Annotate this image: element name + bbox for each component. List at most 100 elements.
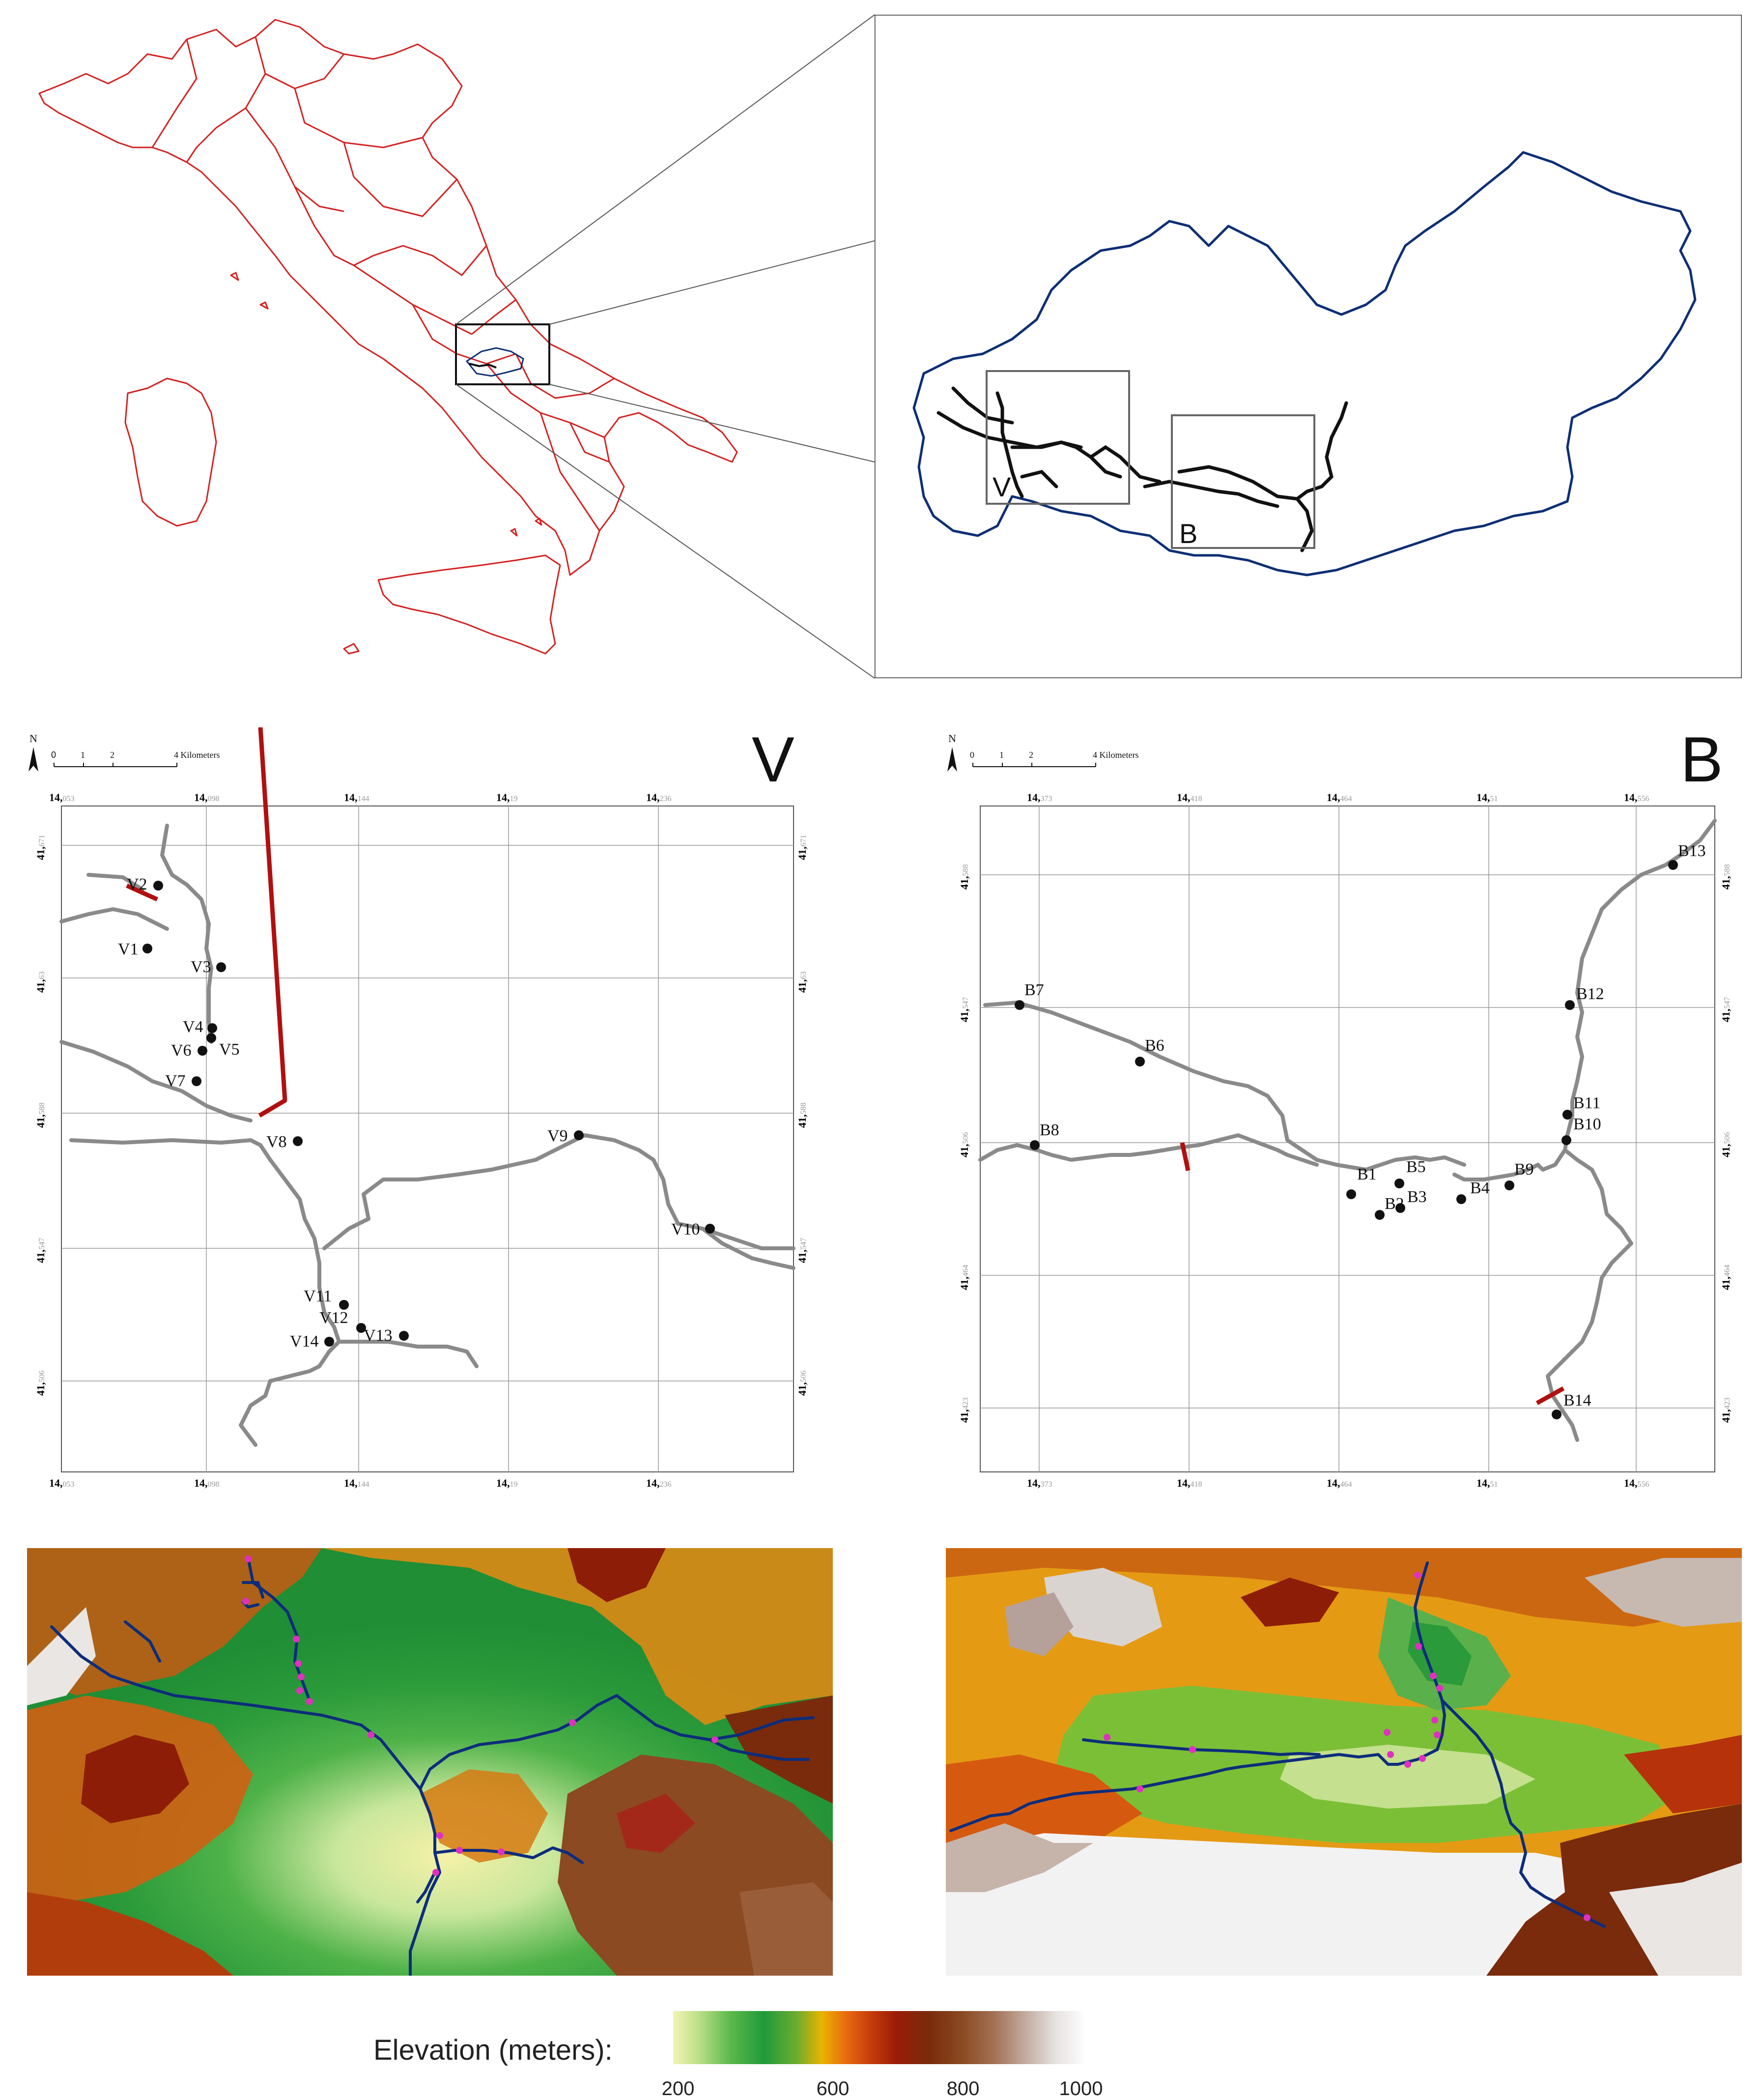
sample-point (1136, 1785, 1143, 1792)
x-tick-deg: 14, (646, 791, 660, 804)
y-tick-frac: 423 (962, 1398, 970, 1410)
site-label: V4 (183, 1018, 203, 1036)
x-tick-deg: 14, (646, 1477, 660, 1489)
site-point (1561, 1135, 1571, 1145)
y-tick-deg: 41, (1720, 1277, 1732, 1291)
elevation-color-ramp (673, 2011, 1086, 2064)
x-tick-deg: 14, (1624, 791, 1638, 804)
y-tick-frac: 547 (962, 997, 970, 1009)
x-tick-deg: 14, (194, 791, 208, 804)
scale-tick: 2 (110, 750, 114, 760)
x-tick-frac: 418 (1191, 1480, 1202, 1489)
svg-text:14,556: 14,556 (1624, 791, 1649, 804)
panel-b-map: N 0 1 2 4 Kilometers B 14,373 14,418 14,… (947, 727, 1732, 1489)
y-tick-deg: 41, (1720, 1144, 1732, 1158)
dam-marker (258, 727, 287, 1101)
svg-text:41,671: 41,671 (34, 835, 47, 861)
svg-text:41,547: 41,547 (958, 997, 970, 1023)
y-tick-frac: 464 (1723, 1265, 1732, 1277)
y-tick-frac: 588 (962, 864, 970, 876)
y-tick-deg: 41, (1720, 1410, 1732, 1423)
svg-text:41,588: 41,588 (1720, 864, 1732, 890)
sample-point (456, 1847, 463, 1854)
x-tick-frac: 19 (510, 795, 518, 803)
svg-text:41,671: 41,671 (796, 835, 808, 861)
sample-point (1387, 1751, 1394, 1758)
site-label: V7 (165, 1072, 186, 1090)
site-point (1346, 1189, 1356, 1199)
site-point (198, 1046, 207, 1056)
x-tick-frac: 144 (358, 1480, 369, 1489)
site-point (293, 1136, 303, 1146)
x-tick-frac: 236 (660, 795, 672, 803)
svg-text:41,506: 41,506 (1720, 1132, 1732, 1158)
y-tick-deg: 41, (1720, 876, 1732, 890)
y-tick-frac: 506 (962, 1132, 970, 1144)
svg-text:14,51: 14,51 (1476, 791, 1498, 804)
site-point (142, 944, 152, 953)
site-point (356, 1323, 366, 1333)
x-tick-frac: 418 (1191, 795, 1202, 803)
svg-text:14,098: 14,098 (194, 791, 220, 804)
legend-tick: 800 (946, 2078, 980, 2100)
panel-big-label: V (752, 727, 795, 795)
site-point (1030, 1140, 1040, 1150)
y-tick-deg: 41, (958, 1277, 970, 1291)
svg-text:14,373: 14,373 (1027, 1477, 1052, 1489)
site-point (207, 1023, 217, 1033)
sample-point (296, 1687, 303, 1694)
svg-text:41,588: 41,588 (958, 864, 970, 890)
sample-point (293, 1636, 300, 1642)
dam-marker (1535, 1386, 1565, 1405)
basin-zoom-map: V B (875, 15, 1742, 678)
site-point (1565, 1000, 1575, 1010)
site-label: V13 (364, 1326, 393, 1345)
y-tick-frac: 63 (38, 972, 46, 979)
svg-text:14,418: 14,418 (1177, 791, 1202, 804)
y-tick-frac: 506 (38, 1371, 46, 1382)
dam-marker (258, 1098, 287, 1118)
locator-box (455, 323, 550, 385)
site-label: V12 (319, 1309, 348, 1327)
x-tick-deg: 14, (1027, 791, 1041, 804)
x-tick-deg: 14, (1327, 791, 1340, 804)
x-tick-frac: 464 (1340, 1480, 1352, 1489)
italy-map (38, 14, 875, 679)
svg-text:14,236: 14,236 (646, 791, 672, 804)
legend-tick: 1000 (1059, 2078, 1103, 2100)
sample-point (1384, 1729, 1391, 1736)
sample-point (711, 1736, 718, 1743)
y-tick-deg: 41, (796, 1115, 808, 1128)
north-arrow-label: N (29, 732, 37, 745)
y-tick-deg: 41, (958, 1144, 970, 1158)
sample-point (1431, 1717, 1438, 1724)
site-label: B8 (1040, 1121, 1059, 1139)
x-tick-frac: 464 (1340, 795, 1352, 803)
scale-tick: 1 (81, 750, 85, 760)
y-tick-deg: 41, (34, 1250, 47, 1264)
site-label: B3 (1407, 1188, 1427, 1206)
north-arrow-icon (28, 747, 38, 772)
site-point (1505, 1180, 1514, 1190)
site-label: B12 (1576, 985, 1604, 1003)
svg-text:41,63: 41,63 (796, 972, 808, 993)
sample-point (436, 1832, 443, 1839)
site-label: V14 (290, 1332, 319, 1351)
sample-point (1584, 1914, 1590, 1921)
north-arrow-label: N (948, 732, 956, 745)
y-tick-deg: 41, (34, 1115, 47, 1128)
site-label: B14 (1563, 1391, 1591, 1410)
x-tick-deg: 14, (496, 1477, 510, 1489)
svg-text:41,588: 41,588 (34, 1103, 47, 1128)
sample-point (1415, 1643, 1422, 1650)
north-arrow-icon (947, 747, 957, 772)
x-tick-frac: 373 (1041, 795, 1052, 803)
x-tick-frac: 053 (63, 1480, 75, 1489)
x-tick-frac: 236 (660, 1480, 672, 1489)
y-tick-frac: 547 (799, 1238, 808, 1250)
x-tick-frac: 144 (358, 795, 369, 803)
y-tick-deg: 41, (796, 847, 808, 861)
dem-map-b (946, 1548, 1742, 1976)
site-point (324, 1337, 334, 1347)
x-tick-deg: 14, (194, 1477, 208, 1489)
